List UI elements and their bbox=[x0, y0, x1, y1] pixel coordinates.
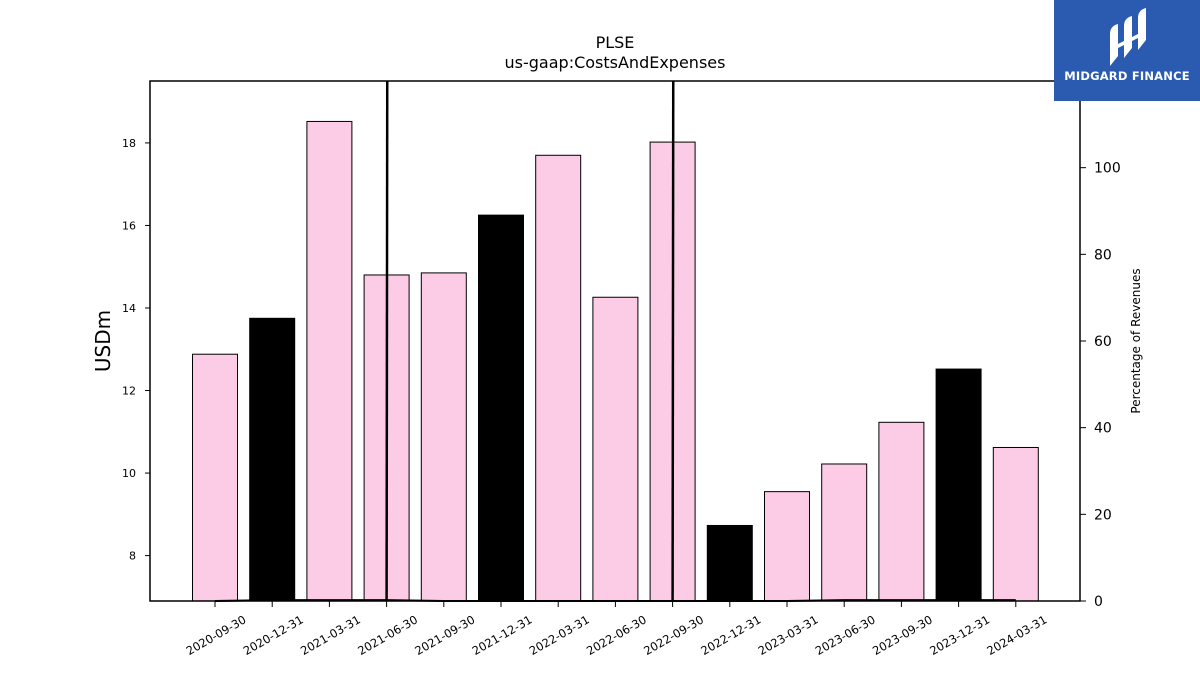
bar-2021-09-30 bbox=[420, 272, 467, 602]
bar-2022-12-31 bbox=[706, 524, 753, 602]
y2-tick-label-100: 100 bbox=[1094, 161, 1121, 177]
bar-2023-12-31 bbox=[935, 368, 982, 602]
x-tick-label-2024-03-31: 2024-03-31 bbox=[984, 612, 1049, 658]
x-tick-label-2021-06-30: 2021-06-30 bbox=[355, 612, 420, 658]
y-axis-label: USDm bbox=[91, 310, 115, 372]
logo-text: MIDGARD FINANCE bbox=[1064, 69, 1190, 83]
y-tick-label-12: 12 bbox=[122, 385, 136, 398]
bar-2023-03-31 bbox=[764, 491, 810, 602]
y2-tick-label-80: 80 bbox=[1094, 247, 1112, 263]
bar-2023-06-30 bbox=[821, 463, 868, 602]
y2-tick-label-40: 40 bbox=[1094, 421, 1112, 437]
bar-2020-12-31 bbox=[249, 317, 296, 602]
x-tick-label-2021-03-31: 2021-03-31 bbox=[298, 612, 363, 658]
bar-2022-06-30 bbox=[592, 296, 639, 602]
x-tick-label-2022-09-30: 2022-09-30 bbox=[641, 612, 706, 658]
y2-tick-label-0: 0 bbox=[1094, 594, 1103, 610]
y2-tick-label-20: 20 bbox=[1094, 507, 1112, 523]
x-tick-label-2023-03-31: 2023-03-31 bbox=[756, 612, 821, 658]
chart-subtitle: us-gaap:CostsAndExpenses bbox=[505, 53, 726, 72]
x-tick-label-2021-12-31: 2021-12-31 bbox=[470, 612, 535, 658]
y-tick-label-8: 8 bbox=[129, 550, 136, 563]
y-tick-label-18: 18 bbox=[122, 137, 136, 150]
y-tick-label-14: 14 bbox=[122, 302, 136, 315]
x-tick-label-2023-06-30: 2023-06-30 bbox=[813, 612, 878, 658]
y2-axis-label: Percentage of Revenues bbox=[1129, 268, 1143, 413]
x-tick-label-2022-06-30: 2022-06-30 bbox=[584, 612, 649, 658]
bar-2023-09-30 bbox=[878, 421, 925, 602]
x-tick-label-2023-09-30: 2023-09-30 bbox=[870, 612, 935, 658]
y2-tick-label-60: 60 bbox=[1094, 334, 1112, 350]
midgard-finance-logo: MIDGARD FINANCE bbox=[1054, 0, 1200, 101]
percentage-spike-1 bbox=[385, 80, 389, 602]
x-tick-label-2023-12-31: 2023-12-31 bbox=[927, 612, 992, 658]
bar-2024-03-31 bbox=[992, 446, 1039, 602]
y-tick-label-10: 10 bbox=[122, 467, 136, 480]
x-tick-label-2022-12-31: 2022-12-31 bbox=[698, 612, 763, 658]
bar-2022-03-31 bbox=[535, 154, 582, 602]
chart-title: PLSE bbox=[596, 33, 635, 52]
x-tick-label-2020-09-30: 2020-09-30 bbox=[184, 612, 249, 658]
x-tick-label-2020-12-31: 2020-12-31 bbox=[241, 612, 306, 658]
x-tick-label-2021-09-30: 2021-09-30 bbox=[412, 612, 477, 658]
bar-2020-09-30 bbox=[192, 353, 238, 602]
percentage-spike-2 bbox=[671, 80, 675, 602]
y-tick-label-16: 16 bbox=[122, 219, 136, 232]
bar-2021-03-31 bbox=[306, 120, 353, 602]
bar-2021-12-31 bbox=[478, 214, 524, 602]
x-tick-label-2022-03-31: 2022-03-31 bbox=[527, 612, 592, 658]
midgard-logo-icon bbox=[1110, 8, 1146, 66]
